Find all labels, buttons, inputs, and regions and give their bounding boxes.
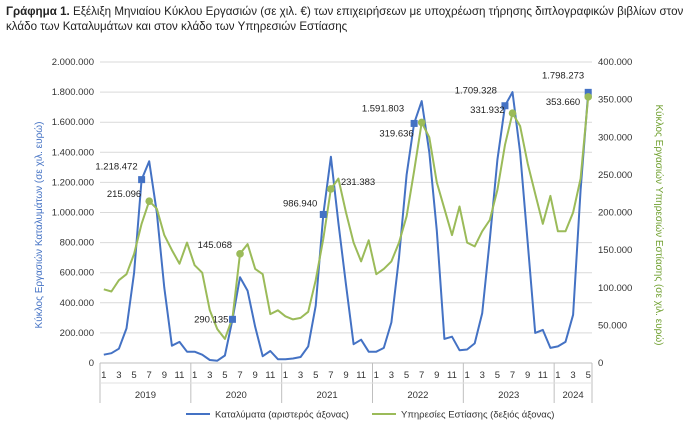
data-label: 1.218.472	[95, 162, 137, 173]
left-tick-label: 1.400.000	[52, 147, 94, 158]
left-axis-label: Κύκλος Εργασιών Καταλυμάτων (σε χιλ. ευρ…	[33, 122, 45, 329]
right-tick-label: 0	[598, 358, 603, 369]
year-label: 2019	[135, 390, 156, 401]
legend-label: Καταλύματα (αριστερός άξονας)	[215, 410, 349, 421]
month-tick-label: 3	[389, 370, 394, 381]
month-tick-label: 11	[538, 370, 548, 381]
data-labels: 1.218.472 290.135 986.940 1.591.803 1.709.32…	[95, 70, 593, 325]
month-tick-label: 7	[328, 370, 333, 381]
right-tick-label: 100.000	[598, 283, 632, 294]
left-tick-label: 800.000	[60, 238, 94, 249]
year-label: 2022	[407, 390, 428, 401]
month-tick-label: 9	[343, 370, 348, 381]
data-marker	[584, 93, 593, 101]
month-tick-label: 5	[404, 370, 409, 381]
month-tick-label: 5	[495, 370, 500, 381]
data-label: 1.798.273	[542, 70, 584, 81]
year-label: 2023	[498, 390, 519, 401]
month-tick-label: 9	[434, 370, 439, 381]
month-tick-label: 7	[419, 370, 424, 381]
series-line-accommodation	[103, 91, 590, 362]
right-tick-label: 350.000	[598, 95, 632, 106]
data-label: 1.709.328	[455, 86, 497, 97]
left-tick-label: 200.000	[60, 328, 94, 339]
data-label: 1.591.803	[362, 103, 404, 114]
data-marker	[236, 250, 244, 258]
data-label: 353.660	[546, 97, 580, 108]
year-label: 2020	[226, 390, 247, 401]
year-label: 2021	[317, 390, 338, 401]
x-axis: 1 3 5 7 9 11 1 3 5 7 9 11 1 3 5 7 9 11 1 3 5 7 9 11 1 3 5 7 9 11 1 3 520…	[99, 362, 593, 403]
month-tick-label: 11	[265, 370, 275, 381]
data-marker	[319, 210, 327, 218]
month-tick-label: 5	[222, 370, 227, 381]
data-marker	[417, 118, 426, 127]
series-lines	[103, 91, 590, 362]
month-tick-label: 11	[175, 370, 185, 381]
data-label: 319.636	[379, 128, 413, 139]
month-tick-label: 3	[207, 370, 212, 381]
month-tick-label: 5	[586, 370, 591, 381]
data-marker	[138, 176, 146, 184]
month-tick-label: 3	[570, 370, 575, 381]
data-label: 215.096	[107, 189, 141, 200]
year-label: 2024	[563, 390, 584, 401]
month-tick-label: 1	[464, 370, 469, 381]
right-tick-label: 50.000	[598, 320, 627, 331]
left-tick-label: 1.000.000	[52, 208, 94, 219]
data-label: 145.068	[198, 240, 232, 251]
month-tick-label: 7	[237, 370, 242, 381]
month-tick-label: 1	[374, 370, 379, 381]
data-marker	[327, 185, 335, 193]
month-tick-label: 9	[253, 370, 258, 381]
chart-legend: Καταλύματα (αριστερός άξονας) Υπηρεσίες Ε…	[186, 410, 554, 421]
data-label: 986.940	[283, 198, 317, 209]
data-label: 331.932	[470, 105, 504, 116]
month-tick-label: 7	[510, 370, 515, 381]
month-tick-label: 3	[480, 370, 485, 381]
left-axis-ticks: 0 200.000 400.000 600.000 800.000 1.000.000 1.…	[52, 57, 94, 369]
data-marker	[584, 88, 592, 96]
left-tick-label: 1.800.000	[52, 87, 94, 98]
left-tick-label: 1.600.000	[52, 117, 94, 128]
left-tick-label: 2.000.000	[52, 57, 94, 68]
caption-label: Γράφημα 1.	[6, 5, 70, 18]
right-tick-label: 150.000	[598, 245, 632, 256]
month-tick-label: 3	[298, 370, 303, 381]
month-tick-label: 11	[447, 370, 457, 381]
left-tick-label: 600.000	[60, 268, 94, 279]
month-tick-label: 11	[356, 370, 366, 381]
left-tick-label: 0	[89, 358, 94, 369]
data-label: 290.135	[194, 314, 228, 325]
right-tick-label: 400.000	[598, 57, 632, 68]
month-tick-label: 9	[525, 370, 530, 381]
month-tick-label: 1	[192, 370, 197, 381]
data-marker	[508, 109, 517, 118]
data-marker	[410, 119, 418, 127]
left-tick-label: 400.000	[60, 298, 94, 309]
data-label: 231.383	[341, 177, 375, 188]
month-tick-label: 1	[101, 370, 106, 381]
month-tick-label: 1	[555, 370, 560, 381]
right-axis-ticks: 0 50.000 100.000 150.000 200.000 250.000 300.0…	[598, 57, 632, 369]
month-tick-label: 3	[116, 370, 121, 381]
month-tick-label: 5	[313, 370, 318, 381]
month-tick-label: 5	[131, 370, 136, 381]
data-marker	[228, 315, 236, 323]
data-marker	[501, 102, 509, 110]
legend-label: Υπηρεσίες Εστίασης (δεξιός άξονας)	[401, 410, 554, 421]
data-marker	[145, 197, 153, 205]
series-line-food-services	[103, 96, 590, 340]
right-tick-label: 300.000	[598, 132, 632, 143]
right-axis-label: Κύκλος Εργασιών Υπηρεσιών Εστίασης (σε χ…	[653, 105, 665, 346]
month-tick-label: 9	[162, 370, 167, 381]
right-tick-label: 250.000	[598, 170, 632, 181]
month-tick-label: 7	[147, 370, 152, 381]
right-tick-label: 200.000	[598, 208, 632, 219]
left-tick-label: 1.200.000	[52, 177, 94, 188]
month-tick-label: 1	[283, 370, 288, 381]
chart-caption: Γράφημα 1. Εξέλιξη Μηνιαίου Κύκλου Εργασ…	[6, 4, 696, 34]
caption-text: Εξέλιξη Μηνιαίου Κύκλου Εργασιών (σε χιλ…	[6, 5, 684, 33]
